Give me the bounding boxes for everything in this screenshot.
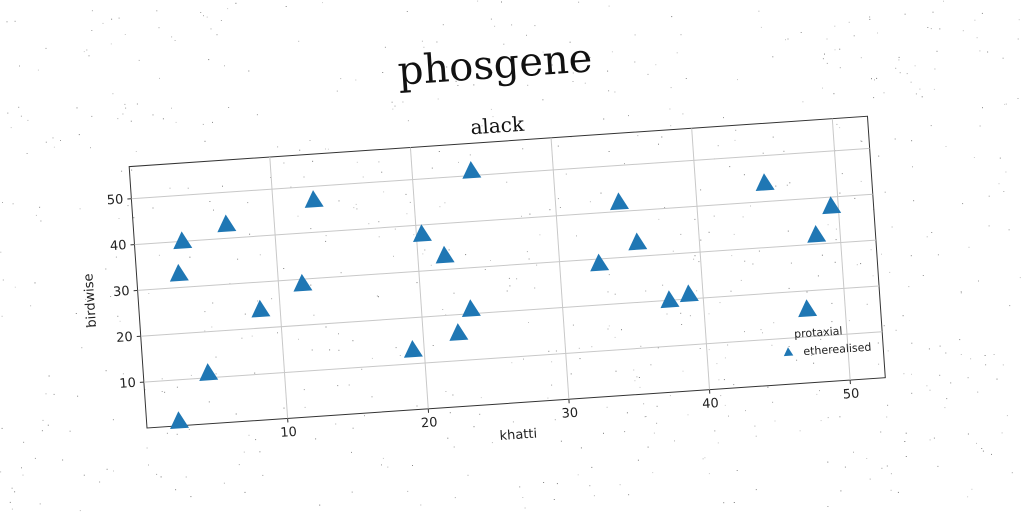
y-tick-label: 30 (113, 284, 131, 300)
legend-title: protaxial (794, 324, 843, 340)
x-tick-label: 50 (842, 386, 860, 402)
x-gridline (691, 128, 711, 390)
legend-marker-etherealised (783, 347, 794, 357)
data-point (807, 224, 827, 243)
data-point (403, 340, 423, 358)
data-point (590, 253, 610, 272)
data-point (251, 299, 271, 318)
y-gridline (143, 331, 883, 383)
y-gridline (134, 193, 873, 246)
y-tick-label: 50 (106, 192, 124, 208)
axis-ticks: 10 20 30 40 50 10 20 30 40 50 (106, 192, 860, 441)
x-tick-label: 20 (420, 415, 438, 431)
legend-entry-etherealised: etherealised (803, 341, 872, 359)
x-gridline (269, 156, 289, 419)
data-point (822, 196, 842, 215)
data-point (173, 231, 193, 250)
x-gridline (550, 137, 570, 400)
x-tick-label: 30 (561, 406, 579, 422)
plot-frame (128, 115, 886, 429)
x-gridline (409, 147, 429, 409)
data-points (169, 160, 842, 430)
y-tick-label: 20 (116, 330, 134, 346)
data-point (293, 273, 313, 292)
y-tick-label: 10 (119, 376, 137, 392)
x-tick-label: 40 (702, 396, 720, 412)
data-point (170, 411, 189, 430)
data-point (217, 214, 237, 233)
data-point (304, 190, 324, 208)
data-point (755, 173, 775, 192)
data-point (462, 160, 482, 179)
data-point (660, 290, 680, 309)
data-point (628, 232, 648, 251)
y-gridline (140, 285, 880, 337)
x-gridline (831, 118, 851, 381)
y-gridline (137, 239, 876, 291)
x-tick-label: 10 (280, 425, 298, 441)
data-point (798, 299, 818, 318)
data-point (610, 192, 629, 211)
y-gridline (131, 147, 870, 200)
data-point (199, 363, 219, 381)
data-point (679, 284, 699, 303)
y-tick-label: 40 (110, 238, 128, 254)
data-point (435, 245, 455, 264)
gridlines (131, 118, 883, 419)
x-axis-label: khatti (499, 426, 537, 444)
chart-title: alack (470, 112, 526, 140)
data-point (449, 323, 469, 341)
data-point (169, 263, 189, 282)
y-axis-label: birdwise (81, 273, 100, 328)
data-point (413, 224, 432, 243)
legend: protaxial etherealised (783, 324, 872, 359)
data-point (461, 299, 481, 317)
